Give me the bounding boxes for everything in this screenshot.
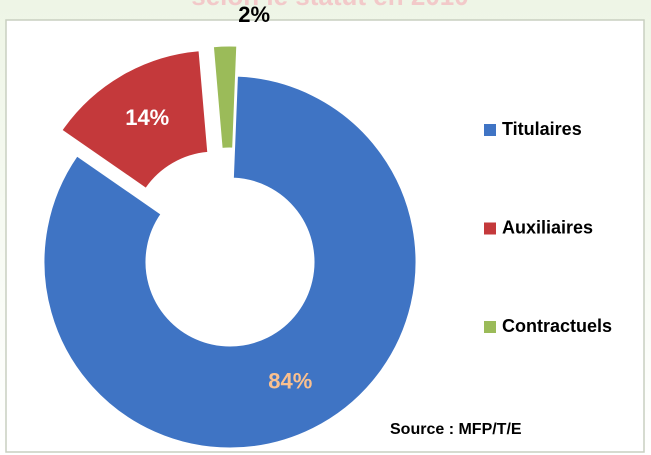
data-label: 2% [238,2,270,27]
legend-label: Contractuels [502,316,612,336]
donut-slice [61,50,209,189]
legend-label: Titulaires [502,119,582,139]
data-label: 84% [268,369,312,394]
legend-swatch [484,222,496,235]
donut-slice [212,45,238,149]
chart-title: selon le statut en 2010 [191,0,468,11]
legend-swatch [484,321,496,333]
donut-slice [43,75,417,449]
legend-label: Auxiliaires [502,217,593,237]
legend-swatch [484,124,496,136]
data-label: 14% [125,105,169,130]
source: Source : MFP/T/E [390,421,522,438]
